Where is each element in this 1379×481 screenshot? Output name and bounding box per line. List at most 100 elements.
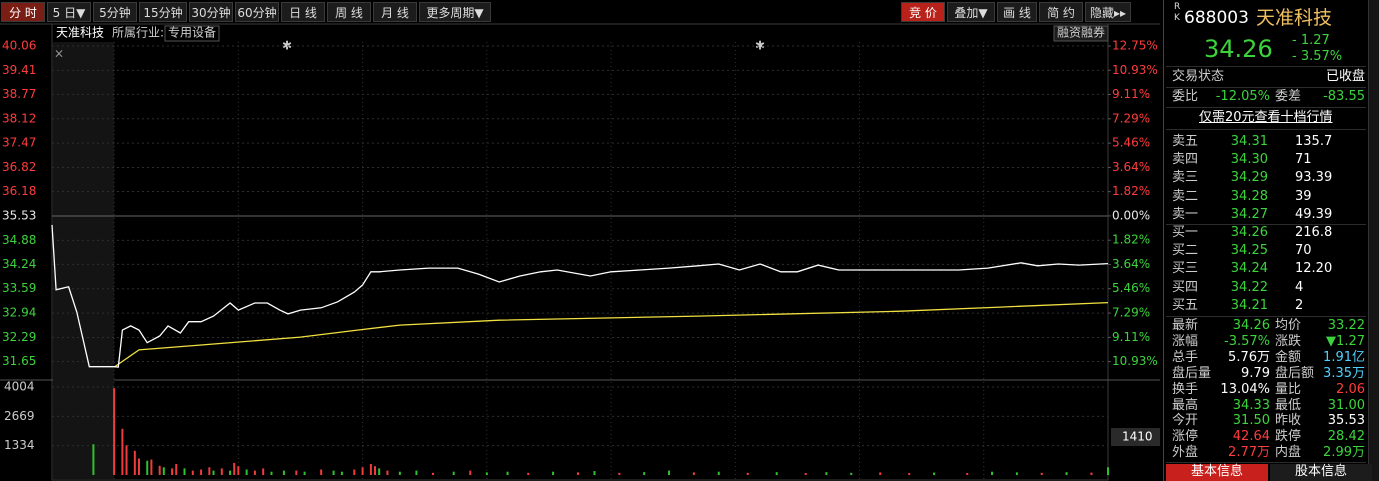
stat-label: 均价 [1275, 318, 1302, 333]
y-tick-label: 34.88 [2, 233, 36, 247]
stat-value: 3.35万 [1323, 365, 1365, 381]
ratio-label: 委比 [1172, 89, 1199, 104]
ask-label: 卖五 [1172, 134, 1199, 149]
toolbar-button[interactable]: 竞 价 [901, 2, 945, 22]
volume-bar [262, 468, 265, 475]
volume-bar [506, 471, 509, 475]
volume-bar [825, 472, 828, 475]
event-marker: ✱ [755, 39, 765, 53]
industry: 专用设备 [168, 25, 216, 40]
ask-price: 34.29 [1230, 170, 1268, 186]
toolbar-button[interactable]: 5分钟 [93, 2, 137, 22]
toolbar-button[interactable]: 叠加▼ [947, 2, 995, 22]
y2-tick-label: 5.46% [1112, 281, 1150, 295]
stat-label: 外盘 [1172, 445, 1199, 461]
y-tick-label: 32.29 [2, 330, 36, 344]
status: 已收盘 [1325, 69, 1365, 84]
separator [1166, 107, 1366, 108]
ask-price: 34.27 [1230, 206, 1268, 222]
ask-volume: 49.39 [1295, 206, 1333, 222]
toolbar-button[interactable]: 周 线 [327, 2, 371, 22]
stat-value: 1.91亿 [1323, 349, 1365, 365]
volume-bar [121, 428, 124, 475]
stat-value: 33.22 [1327, 318, 1365, 333]
stat-value: 9.79 [1241, 365, 1270, 381]
volume-bar [1107, 467, 1109, 475]
y-tick-label: 35.53 [2, 208, 36, 222]
stock-name: 天准科技 [1256, 7, 1333, 29]
auction-area [53, 42, 115, 479]
price-line [51, 224, 1109, 368]
volume-bar [1065, 472, 1068, 475]
volume-bar [92, 444, 95, 475]
toolbar-button[interactable]: 15分钟 [139, 2, 187, 22]
ratio-label: 委差 [1275, 89, 1302, 104]
y-tick-label: 33.59 [2, 281, 36, 295]
stat-value: 28.42 [1327, 429, 1365, 445]
volume-bar [133, 450, 136, 475]
close-icon: × [54, 47, 64, 61]
stock-name: 天准科技 [56, 26, 104, 40]
volume-bar [253, 470, 256, 475]
tab[interactable]: 基本信息 [1166, 464, 1268, 481]
toolbar-button[interactable]: 更多周期▼ [419, 2, 491, 22]
promo-link[interactable]: 仅需20元查看十档行情 [1199, 110, 1333, 125]
volume-bar [158, 465, 161, 475]
badge: R [1174, 2, 1181, 12]
stat-label: 涨跌 [1275, 333, 1302, 349]
toolbar-button[interactable]: 日 线 [281, 2, 325, 22]
toolbar-button[interactable]: 60分钟 [235, 2, 279, 22]
volume-bar [552, 471, 555, 475]
y2-tick-label: 9.11% [1112, 330, 1150, 344]
toolbar-button[interactable]: 隐藏▸▸ [1085, 2, 1131, 22]
status-label: 交易状态 [1172, 69, 1225, 84]
bid-label: 买三 [1172, 261, 1199, 277]
toolbar-button[interactable]: 月 线 [373, 2, 417, 22]
stat-label: 最高 [1172, 397, 1199, 413]
ask-label: 卖一 [1172, 206, 1199, 222]
stock-code: 688003 [1184, 8, 1249, 28]
change-pct: - 3.57% [1292, 49, 1343, 64]
toolbar-button[interactable]: 分 时 [1, 2, 45, 22]
volume-bar [270, 471, 273, 475]
toolbar-button[interactable]: 5 日▼ [47, 2, 91, 22]
bid-price: 34.24 [1230, 261, 1268, 277]
y-tick-label: 32.94 [2, 306, 36, 320]
separator [1166, 66, 1366, 67]
ask-label: 卖二 [1172, 188, 1199, 204]
toolbar-button[interactable]: 画 线 [997, 2, 1037, 22]
volume-bar [966, 473, 969, 475]
volume-tick-label: 4004 [4, 379, 35, 393]
volume-bar [340, 471, 343, 475]
y-tick-label: 31.65 [2, 354, 36, 368]
stat-label: 跌停 [1275, 429, 1302, 445]
ask-volume: 93.39 [1295, 170, 1333, 186]
tab[interactable]: 股本信息 [1270, 464, 1372, 481]
last-price: 34.26 [1204, 35, 1273, 63]
y2-tick-label: 3.64% [1112, 257, 1150, 271]
panel-border [1163, 0, 1164, 481]
volume-bar [452, 471, 455, 475]
stat-label: 内盘 [1275, 445, 1302, 461]
ask-volume: 71 [1295, 152, 1312, 168]
stat-label: 盘后额 [1275, 365, 1315, 381]
volume-bar [208, 467, 211, 475]
stat-value: 31.50 [1232, 413, 1270, 429]
volume-bar [1015, 472, 1018, 475]
ask-label: 卖四 [1172, 152, 1199, 168]
volume-bar [908, 473, 911, 475]
volume-bar [593, 471, 596, 475]
volume-bar [361, 467, 364, 475]
margin-button [1053, 25, 1109, 42]
y2-tick-label: 9.11% [1112, 87, 1150, 101]
volume-bar [137, 458, 140, 475]
stat-value: 2.06 [1336, 381, 1365, 397]
volume-bar [933, 472, 936, 475]
y-tick-label: 40.06 [2, 39, 36, 53]
toolbar-button[interactable]: 30分钟 [189, 2, 233, 22]
y-tick-label: 34.24 [2, 257, 36, 271]
toolbar-button[interactable]: 简 约 [1039, 2, 1083, 22]
ask-label: 卖三 [1172, 170, 1199, 186]
industry-label: 所属行业: [112, 26, 164, 40]
volume-bar [415, 470, 418, 475]
